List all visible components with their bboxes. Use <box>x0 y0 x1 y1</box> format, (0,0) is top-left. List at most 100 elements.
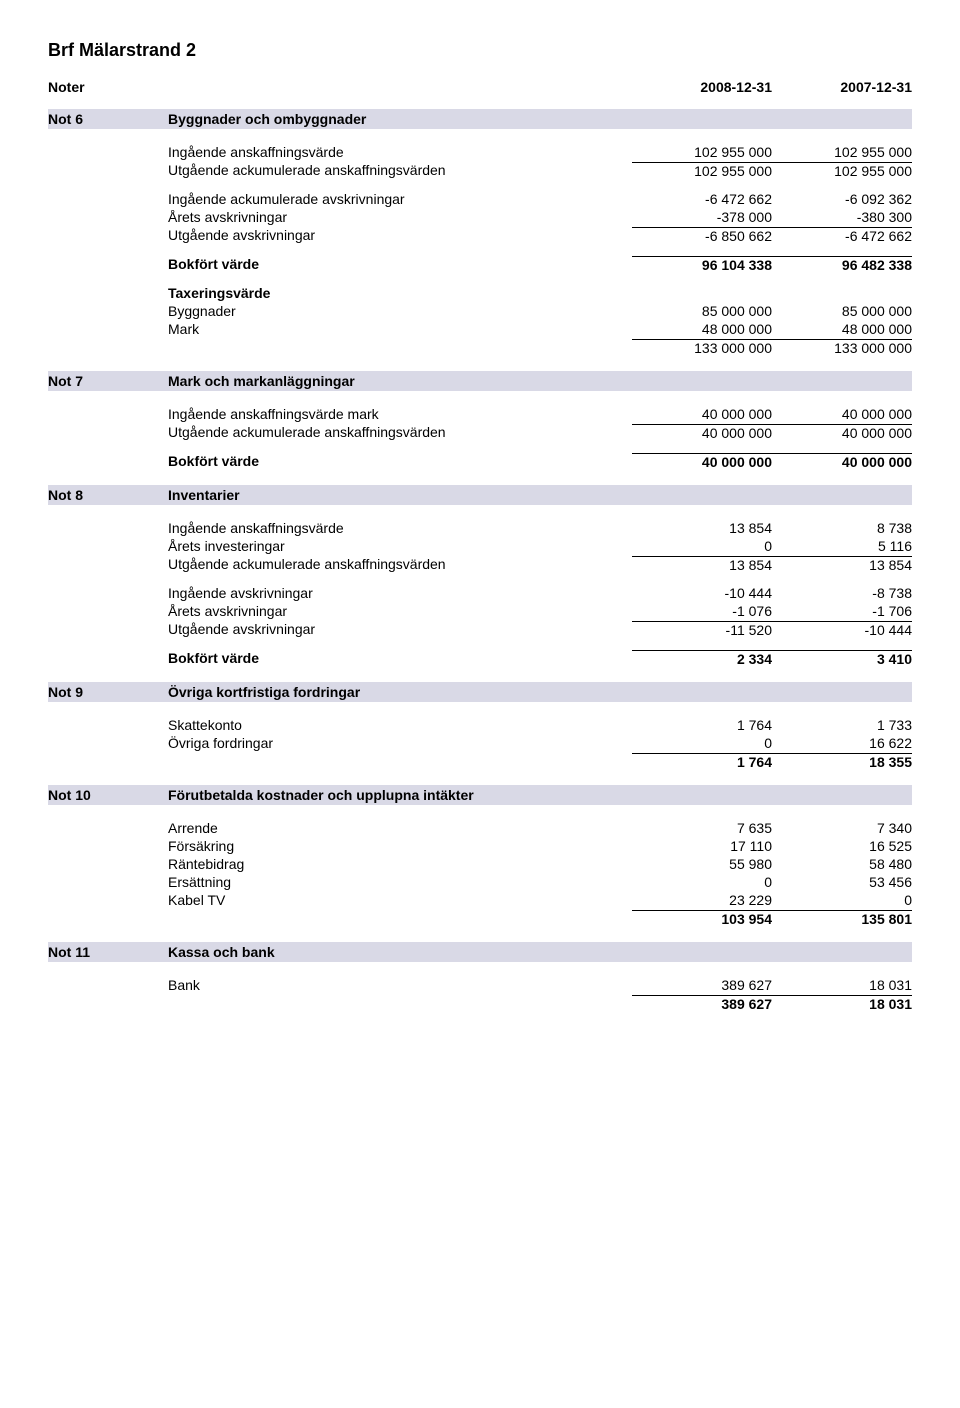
table-row: 103 954135 801 <box>168 909 912 928</box>
row-value-1: 389 627 <box>632 977 772 993</box>
row-value-2: 16 622 <box>772 735 912 751</box>
row-value-1: 133 000 000 <box>632 339 772 356</box>
not6-block: Ingående anskaffningsvärde102 955 000102… <box>48 143 912 357</box>
row-value-2: 18 031 <box>772 977 912 993</box>
table-row: 389 62718 031 <box>168 994 912 1013</box>
row-label <box>168 753 632 770</box>
noter-label: Noter <box>48 79 168 95</box>
not10-title: Förutbetalda kostnader och upplupna intä… <box>168 787 632 803</box>
row-label: Arrende <box>168 820 632 836</box>
row-value-1: 40 000 000 <box>632 424 772 441</box>
row-label: Ingående ackumulerade avskrivningar <box>168 191 632 207</box>
row-value-2: 102 955 000 <box>772 162 912 179</box>
row-value-2: 48 000 000 <box>772 321 912 337</box>
row-label: Kabel TV <box>168 892 632 908</box>
row-label: Räntebidrag <box>168 856 632 872</box>
row-value-2: 58 480 <box>772 856 912 872</box>
noter-header-row: Noter 2008-12-31 2007-12-31 <box>48 79 912 95</box>
table-row: Arrende7 6357 340 <box>168 819 912 837</box>
table-row: 1 76418 355 <box>168 752 912 771</box>
doc-title: Brf Mälarstrand 2 <box>48 40 912 61</box>
row-value-2: -8 738 <box>772 585 912 601</box>
table-row: Försäkring17 11016 525 <box>168 837 912 855</box>
row-value-1: 7 635 <box>632 820 772 836</box>
not9-title: Övriga kortfristiga fordringar <box>168 684 632 700</box>
row-value-1: 103 954 <box>632 910 772 927</box>
row-label <box>168 910 632 927</box>
row-value-2: 0 <box>772 892 912 908</box>
not7-block: Ingående anskaffningsvärde mark40 000 00… <box>48 405 912 471</box>
bokfort-row: Bokfört värde 96 104 338 96 482 338 <box>168 255 912 274</box>
row-value-1: 389 627 <box>632 995 772 1012</box>
row-value-1: 23 229 <box>632 892 772 908</box>
row-label: Utgående ackumulerade anskaffningsvärden <box>168 162 632 179</box>
row-value-1: 102 955 000 <box>632 144 772 160</box>
table-row: Årets avskrivningar-1 076-1 706 <box>168 602 912 620</box>
row-label: Övriga fordringar <box>168 735 632 751</box>
row-value-1: 0 <box>632 874 772 890</box>
bokfort-v2: 3 410 <box>772 650 912 667</box>
row-value-2: 13 854 <box>772 556 912 573</box>
not10-header: Not 10 Förutbetalda kostnader och upplup… <box>48 785 912 805</box>
table-row: 133 000 000133 000 000 <box>168 338 912 357</box>
table-row: Ingående avskrivningar-10 444-8 738 <box>168 584 912 602</box>
row-label: Ersättning <box>168 874 632 890</box>
bokfort-v1: 40 000 000 <box>632 453 772 470</box>
table-row: Utgående ackumulerade anskaffningsvärden… <box>168 555 912 574</box>
not9-header: Not 9 Övriga kortfristiga fordringar <box>48 682 912 702</box>
row-value-2: 40 000 000 <box>772 424 912 441</box>
bokfort-v1: 2 334 <box>632 650 772 667</box>
row-value-2: 53 456 <box>772 874 912 890</box>
not11-header: Not 11 Kassa och bank <box>48 942 912 962</box>
not8-block: Ingående anskaffningsvärde13 8548 738Åre… <box>48 519 912 668</box>
row-value-2: 135 801 <box>772 910 912 927</box>
table-row: Mark48 000 00048 000 000 <box>168 320 912 338</box>
row-label: Årets avskrivningar <box>168 603 632 619</box>
bokfort-row: Bokfört värde 40 000 000 40 000 000 <box>168 452 912 471</box>
table-row: Ersättning053 456 <box>168 873 912 891</box>
row-label <box>168 339 632 356</box>
row-label <box>168 995 632 1012</box>
row-value-1: 13 854 <box>632 520 772 536</box>
bokfort-v2: 96 482 338 <box>772 256 912 273</box>
table-row: Årets investeringar05 116 <box>168 537 912 555</box>
row-value-2: 85 000 000 <box>772 303 912 319</box>
row-value-1: 17 110 <box>632 838 772 854</box>
row-value-1: 13 854 <box>632 556 772 573</box>
not6-header: Not 6 Byggnader och ombyggnader <box>48 109 912 129</box>
row-value-1: -11 520 <box>632 621 772 638</box>
not10-key: Not 10 <box>48 787 168 803</box>
table-row: Skattekonto1 7641 733 <box>168 716 912 734</box>
table-row: Kabel TV23 2290 <box>168 891 912 909</box>
table-row: Bank389 62718 031 <box>168 976 912 994</box>
row-value-2: 18 355 <box>772 753 912 770</box>
row-value-2: -6 472 662 <box>772 227 912 244</box>
row-value-1: -6 850 662 <box>632 227 772 244</box>
not11-title: Kassa och bank <box>168 944 632 960</box>
row-value-2: 133 000 000 <box>772 339 912 356</box>
row-value-2: 16 525 <box>772 838 912 854</box>
row-value-2: -10 444 <box>772 621 912 638</box>
row-value-2: 1 733 <box>772 717 912 733</box>
table-row: Utgående ackumulerade anskaffningsvärden… <box>168 161 912 180</box>
bokfort-row: Bokfört värde 2 334 3 410 <box>168 649 912 668</box>
row-label: Bank <box>168 977 632 993</box>
row-label: Skattekonto <box>168 717 632 733</box>
row-value-2: 102 955 000 <box>772 144 912 160</box>
not11-key: Not 11 <box>48 944 168 960</box>
row-value-1: 55 980 <box>632 856 772 872</box>
table-row: Räntebidrag55 98058 480 <box>168 855 912 873</box>
row-value-2: 8 738 <box>772 520 912 536</box>
row-label: Utgående avskrivningar <box>168 227 632 244</box>
table-row: Ingående anskaffningsvärde mark40 000 00… <box>168 405 912 423</box>
table-row: Ingående anskaffningsvärde102 955 000102… <box>168 143 912 161</box>
row-value-1: 40 000 000 <box>632 406 772 422</box>
row-value-1: 85 000 000 <box>632 303 772 319</box>
row-label: Försäkring <box>168 838 632 854</box>
not11-block: Bank389 62718 031389 62718 031 <box>48 976 912 1013</box>
not9-key: Not 9 <box>48 684 168 700</box>
table-row: Utgående ackumulerade anskaffningsvärden… <box>168 423 912 442</box>
table-row: Utgående avskrivningar-6 850 662-6 472 6… <box>168 226 912 245</box>
row-value-2: -1 706 <box>772 603 912 619</box>
bokfort-v2: 40 000 000 <box>772 453 912 470</box>
